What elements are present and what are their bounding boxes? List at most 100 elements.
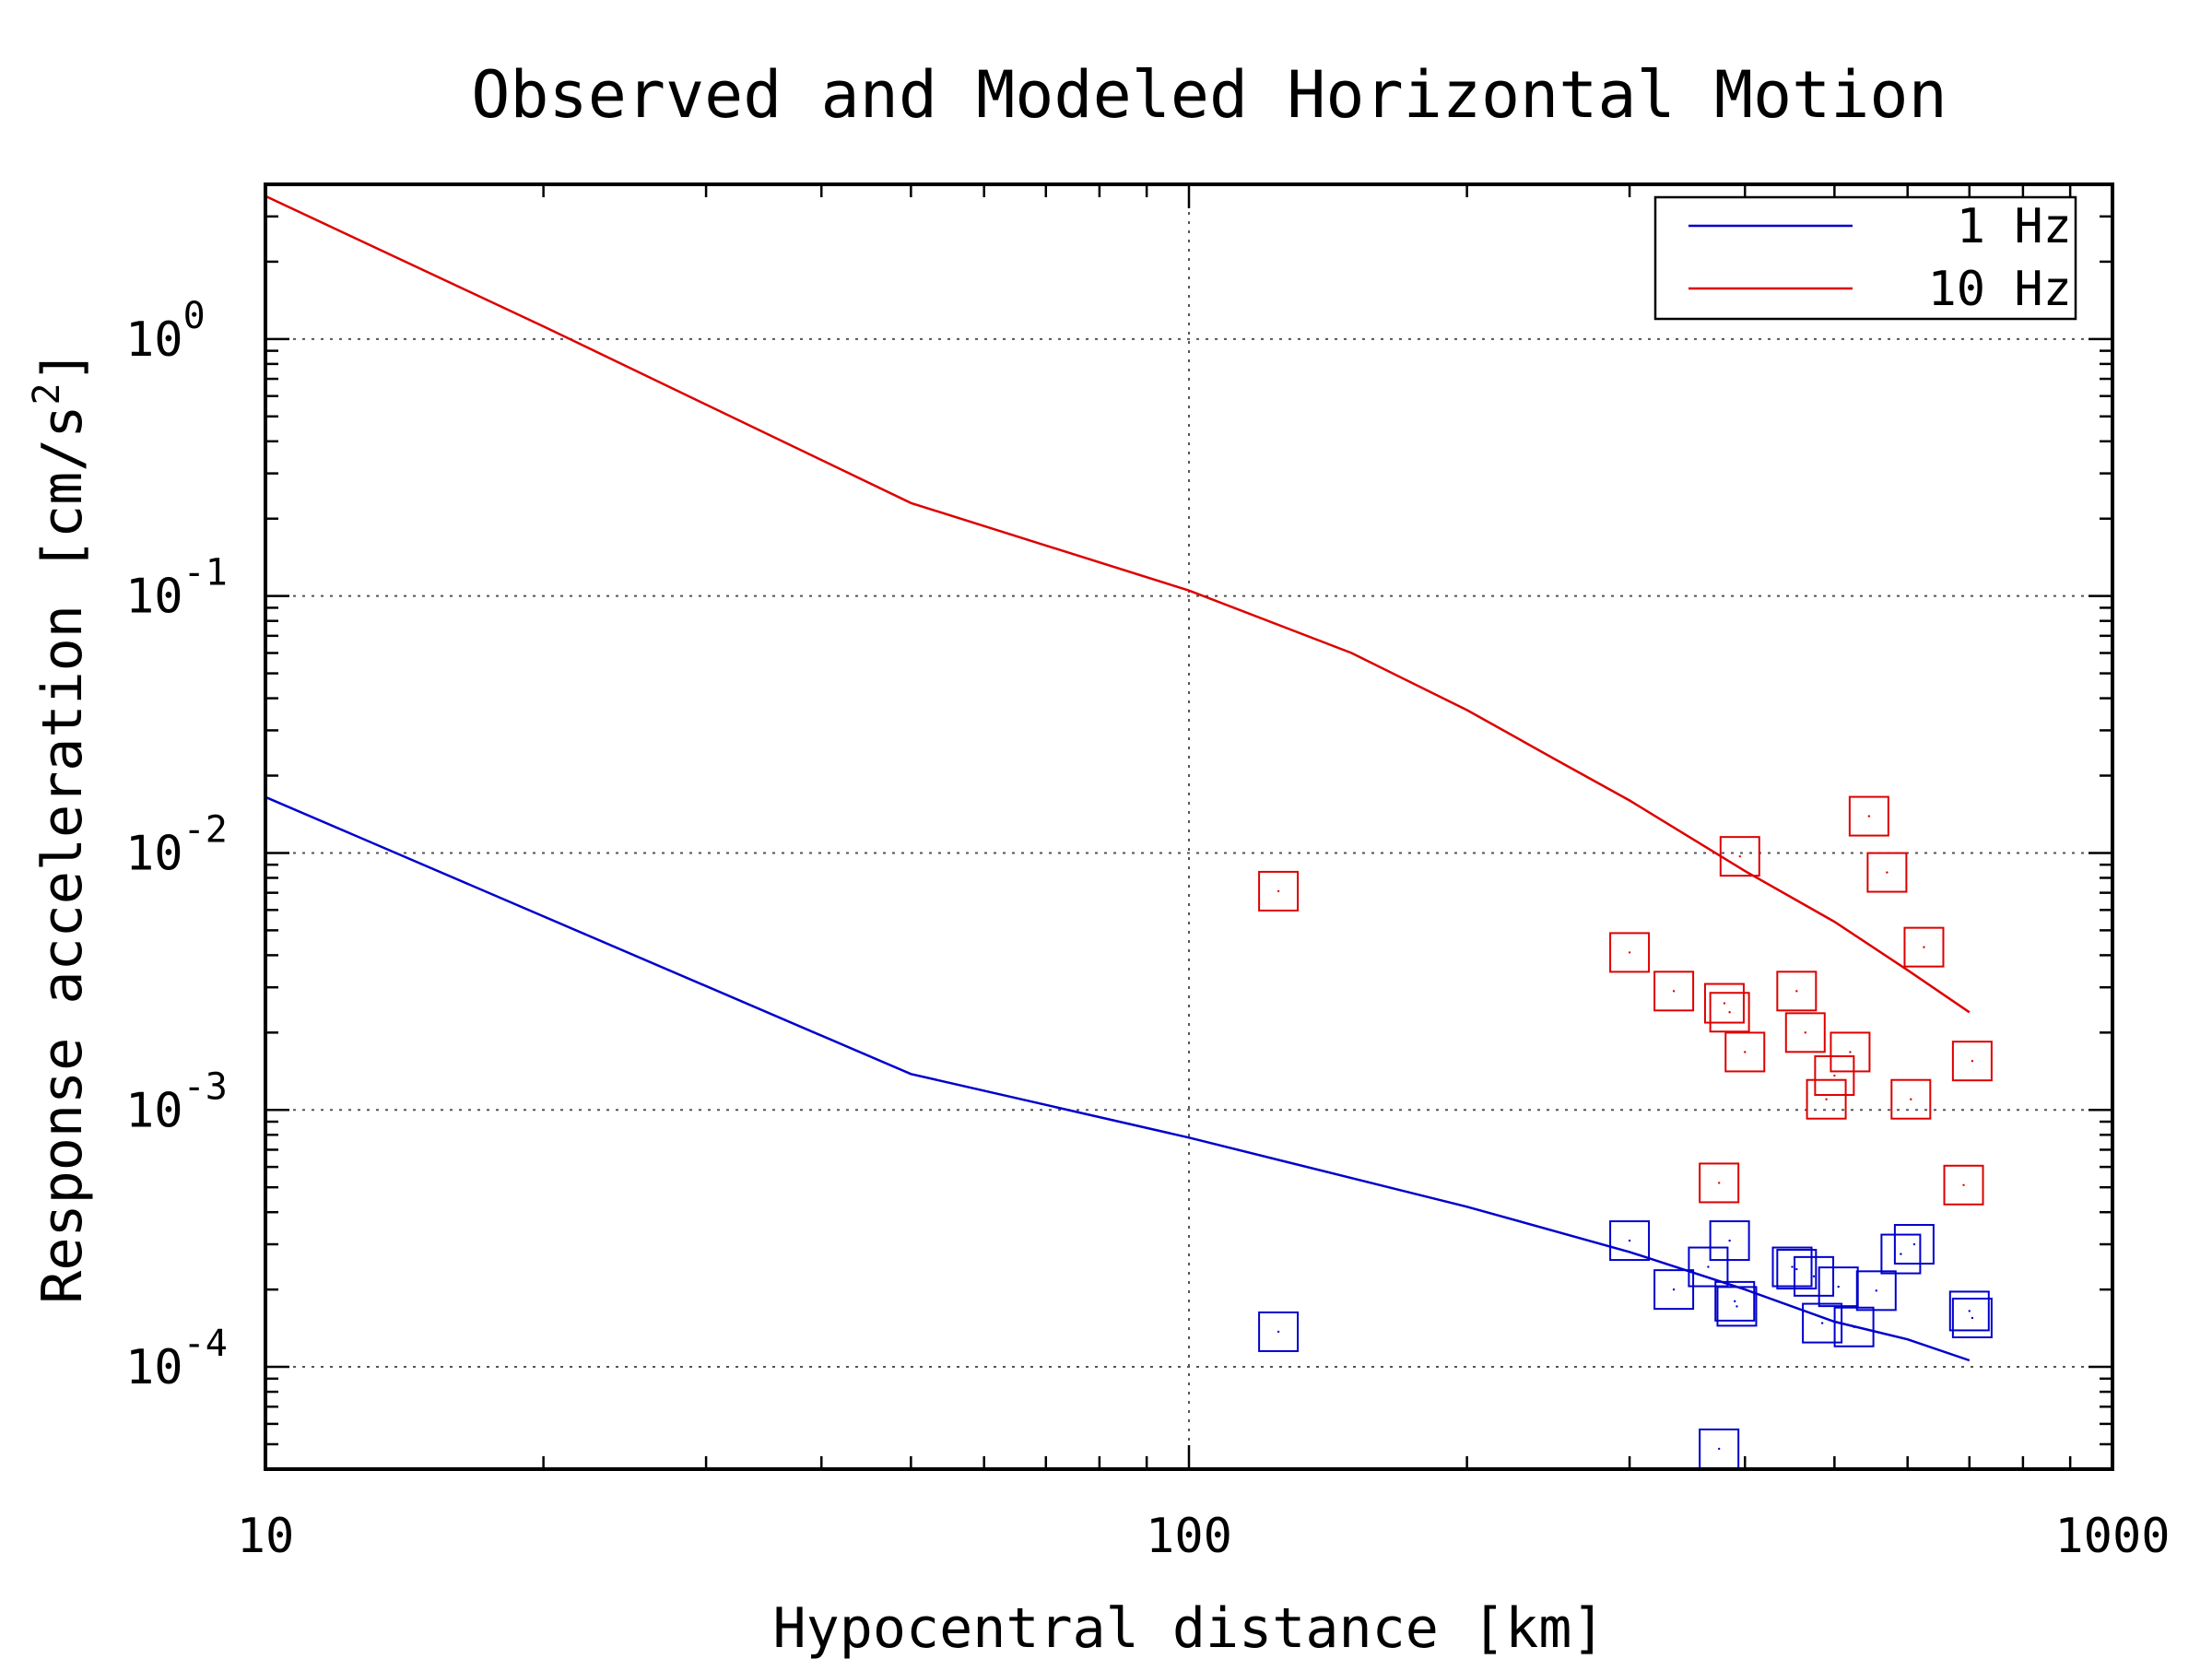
data-point-dot-1-hz-observed <box>1875 1289 1877 1292</box>
data-point-10-hz-observed <box>1699 1162 1740 1204</box>
data-point-10-hz-observed <box>1609 932 1651 973</box>
data-point-dot-1-hz-observed <box>1853 1325 1855 1328</box>
data-point-1-hz-observed <box>1794 1255 1835 1297</box>
data-point-1-hz-observed <box>1609 1220 1651 1262</box>
data-point-1-hz-observed <box>1714 1280 1756 1322</box>
data-point-dot-1-hz-observed <box>1968 1310 1971 1312</box>
data-point-dot-10-hz-observed <box>1849 1051 1852 1053</box>
data-point-dot-10-hz-observed <box>1910 1098 1912 1100</box>
data-point-1-hz-observed <box>1833 1306 1875 1347</box>
y-tick-exponent: -3 <box>183 1065 228 1108</box>
data-point-dot-1-hz-observed <box>1812 1275 1816 1278</box>
legend-label-10hz: 10 Hz <box>1927 262 2072 317</box>
x-tick-labels: 10 100 1000 <box>237 1509 2171 1564</box>
data-point-1-hz-observed <box>1688 1246 1729 1288</box>
data-point-1-hz-observed <box>1855 1270 1897 1312</box>
data-point-dot-10-hz-observed <box>1825 1098 1828 1100</box>
y-tick-label: 10-4 <box>125 1323 228 1395</box>
y-tick-exponent: -4 <box>183 1323 228 1365</box>
series-line-10-hz <box>265 194 1971 1014</box>
data-point-10-hz-observed <box>1776 971 1818 1012</box>
data-point-10-hz-observed <box>1951 1041 1993 1082</box>
legend-label-1hz: 1 Hz <box>1957 199 2072 254</box>
data-point-dot-10-hz-observed <box>1277 889 1280 893</box>
data-point-dot-1-hz-observed <box>1717 1447 1721 1451</box>
y-tick-exponent: 0 <box>183 295 206 337</box>
data-point-1-hz-observed <box>1716 1286 1758 1327</box>
data-point-dot-1-hz-observed <box>1791 1265 1794 1268</box>
data-point-dot-1-hz-observed <box>1795 1267 1798 1271</box>
data-point-dot-10-hz-observed <box>1962 1183 1965 1186</box>
legend-box <box>1653 195 2077 321</box>
data-point-dot-10-hz-observed <box>1833 1074 1836 1077</box>
data-point-1-hz-observed <box>1951 1297 1993 1338</box>
data-point-dot-1-hz-observed <box>1672 1288 1676 1291</box>
y-tick-label: 10-2 <box>125 808 228 881</box>
y-axis-label-suffix: ] <box>30 349 95 382</box>
data-point-10-hz-observed <box>1848 795 1889 837</box>
data-point-dot-10-hz-observed <box>1628 951 1631 954</box>
data-point-dot-1-hz-observed <box>1900 1253 1902 1255</box>
data-point-dot-10-hz-observed <box>1723 1002 1726 1005</box>
data-point-dot-1-hz-observed <box>1628 1239 1631 1242</box>
y-tick-label: 10-1 <box>125 552 228 625</box>
y-tick-base: 10 <box>125 1083 183 1138</box>
data-point-10-hz-observed <box>1806 1078 1847 1120</box>
y-axis-label: Response acceleration [cm/s2] <box>26 349 95 1304</box>
y-tick-label: 100 <box>125 295 206 368</box>
data-point-dot-10-hz-observed <box>1804 1031 1806 1034</box>
data-point-10-hz-observed <box>1258 870 1300 912</box>
data-point-dot-1-hz-observed <box>1837 1285 1840 1288</box>
x-axis-label: Hypocentral distance [km] <box>772 1596 1605 1659</box>
data-point-1-hz-observed <box>1880 1233 1922 1275</box>
data-point-dot-1-hz-observed <box>1971 1316 1974 1320</box>
data-point-10-hz-observed <box>1703 982 1745 1024</box>
data-point-dot-1-hz-observed <box>1734 1300 1736 1303</box>
y-tick-base: 10 <box>125 1340 183 1395</box>
grid-lines <box>265 184 2112 1469</box>
data-point-1-hz-observed <box>1653 1269 1695 1311</box>
data-point-dot-10-hz-observed <box>1738 854 1741 858</box>
data-point-10-hz-observed <box>1814 1055 1855 1097</box>
x-tick-label: 100 <box>1146 1509 1232 1564</box>
data-point-dot-1-hz-observed <box>1820 1322 1824 1324</box>
data-point-dot-10-hz-observed <box>1886 871 1888 874</box>
data-point-10-hz-observed <box>1719 836 1760 877</box>
data-point-dot-1-hz-observed <box>1735 1305 1738 1308</box>
x-tick-label: 1000 <box>2054 1509 2170 1564</box>
y-tick-base: 10 <box>125 570 183 625</box>
data-point-dot-1-hz-observed <box>1707 1265 1710 1268</box>
plot-series <box>265 194 1993 1469</box>
y-tick-exponent: -1 <box>183 552 228 594</box>
legend: 1 Hz 10 Hz <box>1653 195 2077 321</box>
data-point-dot-10-hz-observed <box>1923 946 1925 948</box>
data-point-1-hz-observed <box>1802 1302 1843 1344</box>
y-tick-base: 10 <box>125 312 183 368</box>
data-point-10-hz-observed <box>1724 1031 1766 1073</box>
data-point-dot-10-hz-observed <box>1795 990 1798 993</box>
data-point-10-hz-observed <box>1903 926 1945 968</box>
data-point-dot-1-hz-observed <box>1912 1242 1916 1246</box>
y-axis-label-superscript: 2 <box>26 382 68 405</box>
chart-title: Observed and Modeled Horizontal Motion <box>471 57 1947 133</box>
data-point-10-hz-observed <box>1830 1031 1871 1073</box>
data-point-dot-1-hz-observed <box>1728 1239 1731 1242</box>
y-tick-label: 10-3 <box>125 1065 228 1138</box>
data-point-dot-10-hz-observed <box>1971 1059 1974 1063</box>
data-point-10-hz-observed <box>1653 971 1695 1012</box>
series-line-1-hz <box>265 795 1971 1362</box>
data-point-1-hz-observed <box>1948 1290 1990 1332</box>
data-point-dot-10-hz-observed <box>1728 1011 1731 1014</box>
data-point-1-hz-observed <box>1893 1224 1935 1265</box>
data-point-dot-10-hz-observed <box>1744 1051 1747 1053</box>
data-point-dot-10-hz-observed <box>1672 990 1676 993</box>
data-point-dot-10-hz-observed <box>1867 815 1871 818</box>
data-point-10-hz-observed <box>1943 1164 1984 1206</box>
data-point-10-hz-observed <box>1866 852 1908 893</box>
data-point-10-hz-observed <box>1784 1012 1826 1053</box>
axis-ticks <box>264 182 2112 1471</box>
x-tick-label: 10 <box>237 1509 295 1564</box>
data-point-dot-10-hz-observed <box>1717 1182 1721 1184</box>
